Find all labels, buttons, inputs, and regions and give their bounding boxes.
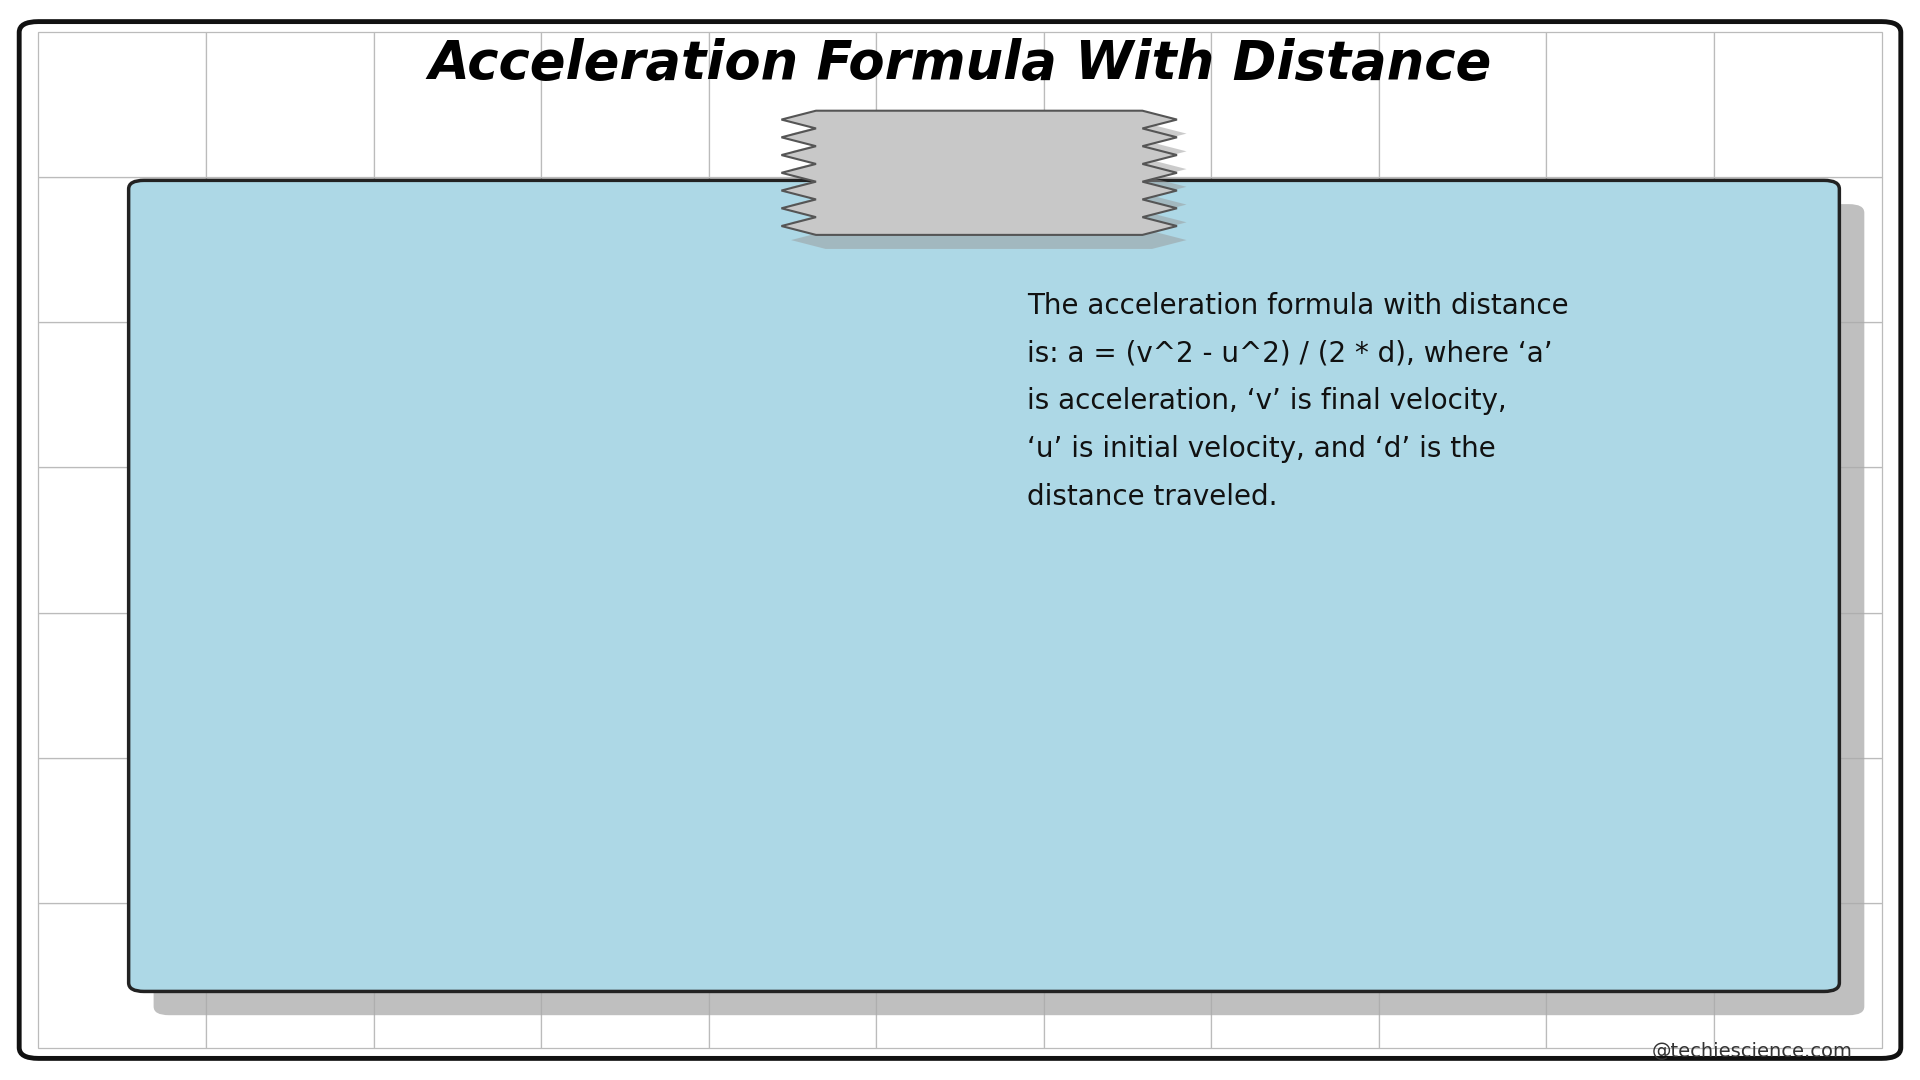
- Bar: [1212, 468, 1379, 612]
- Bar: [38, 612, 205, 757]
- Bar: [541, 32, 708, 177]
- Bar: [1379, 757, 1546, 903]
- Bar: [1212, 32, 1379, 177]
- Bar: [205, 177, 374, 323]
- Polygon shape: [791, 124, 1187, 249]
- Bar: [38, 903, 205, 1048]
- Bar: [205, 757, 374, 903]
- Bar: [1715, 468, 1882, 612]
- Bar: [876, 32, 1044, 177]
- Bar: [205, 612, 374, 757]
- Bar: [374, 757, 541, 903]
- Bar: [205, 903, 374, 1048]
- Bar: [1715, 612, 1882, 757]
- Bar: [541, 612, 708, 757]
- Bar: [374, 32, 541, 177]
- Bar: [1546, 612, 1715, 757]
- Bar: [205, 32, 374, 177]
- Bar: [1715, 757, 1882, 903]
- Bar: [708, 323, 876, 468]
- Bar: [1212, 757, 1379, 903]
- Bar: [1546, 177, 1715, 323]
- Bar: [708, 468, 876, 612]
- Bar: [38, 177, 205, 323]
- Bar: [1044, 468, 1212, 612]
- Bar: [205, 468, 374, 612]
- Text: The acceleration formula with distance
is: a = (v^2 - u^2) / (2 * d), where ‘a’
: The acceleration formula with distance i…: [1027, 292, 1569, 511]
- Bar: [1546, 323, 1715, 468]
- Bar: [708, 757, 876, 903]
- Bar: [1379, 177, 1546, 323]
- Bar: [374, 612, 541, 757]
- Bar: [1044, 323, 1212, 468]
- Bar: [38, 757, 205, 903]
- Bar: [541, 177, 708, 323]
- Bar: [1715, 177, 1882, 323]
- FancyBboxPatch shape: [129, 180, 1839, 991]
- Bar: [1379, 903, 1546, 1048]
- Bar: [205, 323, 374, 468]
- Bar: [1546, 468, 1715, 612]
- Polygon shape: [781, 111, 1177, 234]
- Bar: [1379, 612, 1546, 757]
- Bar: [1212, 323, 1379, 468]
- Bar: [1044, 903, 1212, 1048]
- Bar: [374, 177, 541, 323]
- FancyBboxPatch shape: [19, 22, 1901, 1058]
- FancyBboxPatch shape: [154, 204, 1864, 1015]
- Bar: [1044, 757, 1212, 903]
- Bar: [1212, 612, 1379, 757]
- Bar: [374, 323, 541, 468]
- Bar: [876, 468, 1044, 612]
- Bar: [38, 468, 205, 612]
- Bar: [38, 323, 205, 468]
- Bar: [374, 468, 541, 612]
- Bar: [1212, 177, 1379, 323]
- Bar: [541, 903, 708, 1048]
- Bar: [1044, 612, 1212, 757]
- Bar: [541, 323, 708, 468]
- Text: Acceleration Formula With Distance: Acceleration Formula With Distance: [428, 38, 1492, 90]
- Bar: [1044, 177, 1212, 323]
- Bar: [374, 903, 541, 1048]
- Bar: [1715, 32, 1882, 177]
- Bar: [1379, 468, 1546, 612]
- Bar: [38, 32, 205, 177]
- Bar: [1715, 903, 1882, 1048]
- Bar: [1546, 757, 1715, 903]
- Bar: [876, 757, 1044, 903]
- Bar: [708, 612, 876, 757]
- Bar: [541, 468, 708, 612]
- Bar: [708, 903, 876, 1048]
- Bar: [1715, 323, 1882, 468]
- Bar: [1379, 323, 1546, 468]
- Text: @techiescience.com: @techiescience.com: [1651, 1041, 1853, 1061]
- Bar: [1546, 903, 1715, 1048]
- Bar: [541, 757, 708, 903]
- Bar: [1212, 903, 1379, 1048]
- Bar: [1546, 32, 1715, 177]
- Bar: [876, 612, 1044, 757]
- Bar: [876, 903, 1044, 1048]
- Bar: [708, 32, 876, 177]
- Bar: [708, 177, 876, 323]
- Bar: [876, 323, 1044, 468]
- Bar: [876, 177, 1044, 323]
- Bar: [1044, 32, 1212, 177]
- Bar: [1379, 32, 1546, 177]
